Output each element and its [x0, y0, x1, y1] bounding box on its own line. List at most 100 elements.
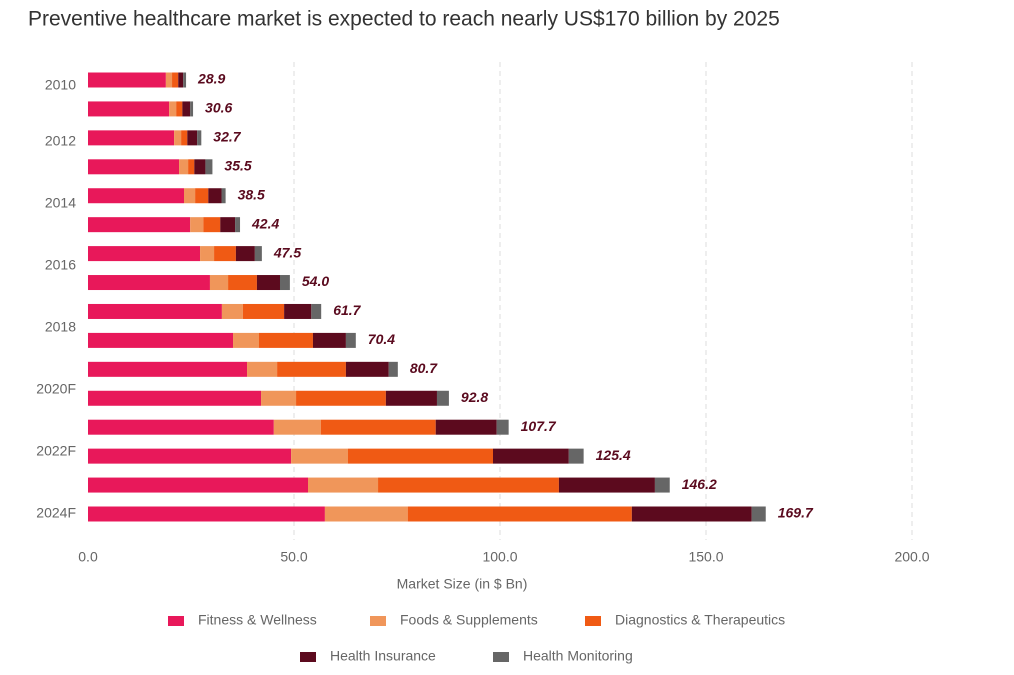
- x-tick-label: 0.0: [78, 549, 98, 565]
- bar-segment: [347, 448, 493, 464]
- legend-swatch: [300, 652, 316, 662]
- bar-segment: [256, 275, 280, 291]
- x-tick-label: 50.0: [280, 549, 307, 565]
- bar-segment: [195, 188, 209, 204]
- legend-swatch: [370, 616, 386, 626]
- total-label: 125.4: [596, 447, 631, 463]
- bar-segment: [436, 390, 449, 406]
- total-label: 61.7: [333, 302, 361, 318]
- bar-segment: [88, 303, 222, 319]
- bar-segment: [88, 477, 309, 493]
- x-axis-label: Market Size (in $ Bn): [397, 576, 528, 592]
- bar-segment: [174, 130, 182, 146]
- bar-segment: [183, 72, 187, 88]
- total-label: 80.7: [410, 360, 438, 376]
- bar-segment: [568, 448, 584, 464]
- total-label: 70.4: [368, 331, 395, 347]
- bar-segment: [88, 130, 175, 146]
- bar-segment: [165, 72, 173, 88]
- bar-segment: [183, 188, 196, 204]
- total-label: 28.9: [197, 71, 225, 87]
- bar-segment: [345, 332, 356, 348]
- bar-segment: [88, 275, 210, 291]
- x-tick-label: 200.0: [894, 549, 929, 565]
- bar-segment: [197, 130, 202, 146]
- bar-segment: [88, 390, 262, 406]
- bar-segment: [233, 332, 259, 348]
- bar-segment: [631, 506, 752, 522]
- bar-segment: [169, 101, 177, 117]
- bar-segment: [385, 390, 437, 406]
- bar-segment: [492, 448, 569, 464]
- total-label: 92.8: [461, 389, 488, 405]
- legend-label: Diagnostics & Therapeutics: [615, 612, 785, 628]
- bar-segment: [235, 217, 241, 233]
- x-tick-label: 150.0: [688, 549, 723, 565]
- legend-label: Foods & Supplements: [400, 612, 538, 628]
- bar-segment: [88, 72, 166, 88]
- y-tick-label: 2020F: [36, 381, 76, 397]
- total-label: 169.7: [778, 505, 814, 521]
- total-label: 30.6: [205, 100, 232, 116]
- y-tick-label: 2012: [45, 133, 76, 149]
- bar-segment: [311, 303, 322, 319]
- bar-segment: [320, 419, 436, 435]
- bar-segment: [279, 275, 290, 291]
- bar-segment: [88, 332, 234, 348]
- total-label: 35.5: [224, 158, 251, 174]
- bar-segment: [273, 419, 321, 435]
- y-tick-label: 2024F: [36, 505, 76, 521]
- total-label: 107.7: [521, 418, 557, 434]
- bar-segment: [190, 101, 194, 117]
- bar-segment: [181, 130, 188, 146]
- bar-segment: [221, 303, 243, 319]
- bar-segment: [324, 506, 408, 522]
- bar-segment: [179, 159, 189, 175]
- bar-segment: [277, 361, 346, 377]
- x-tick-label: 100.0: [482, 549, 517, 565]
- legend-label: Fitness & Wellness: [198, 612, 317, 628]
- bar-segment: [200, 246, 215, 262]
- bar-segment: [187, 130, 198, 146]
- legend-swatch: [493, 652, 509, 662]
- bar-segment: [284, 303, 312, 319]
- bar-segment: [214, 246, 236, 262]
- bar-segment: [496, 419, 509, 435]
- bar-segment: [88, 506, 325, 522]
- bar-segment: [312, 332, 346, 348]
- bar-segment: [296, 390, 386, 406]
- bar-segment: [235, 246, 255, 262]
- bar-segment: [247, 361, 278, 377]
- bar-segment: [188, 159, 195, 175]
- bar-segment: [345, 361, 389, 377]
- bar-segment: [205, 159, 213, 175]
- bar-segment: [258, 332, 313, 348]
- bar-segment: [654, 477, 670, 493]
- bar-segment: [88, 361, 248, 377]
- bar-segment: [88, 448, 292, 464]
- legend-label: Health Insurance: [330, 648, 436, 664]
- legend-label: Health Monitoring: [523, 648, 633, 664]
- total-label: 47.5: [273, 244, 301, 260]
- bar-segment: [88, 188, 184, 204]
- bar-segment: [220, 217, 236, 233]
- bar-segment: [558, 477, 655, 493]
- bar-segment: [242, 303, 285, 319]
- bar-segment: [88, 217, 191, 233]
- total-label: 42.4: [251, 215, 279, 231]
- bar-segment: [435, 419, 497, 435]
- bar-segment: [261, 390, 297, 406]
- total-label: 32.7: [213, 129, 241, 145]
- y-tick-label: 2010: [45, 77, 76, 93]
- bar-segment: [172, 72, 179, 88]
- bar-segment: [182, 101, 191, 117]
- y-tick-label: 2018: [45, 319, 76, 335]
- bar-segment: [291, 448, 348, 464]
- bar-segment: [88, 419, 274, 435]
- bar-segment: [221, 188, 226, 204]
- bar-segment: [254, 246, 262, 262]
- bar-segment: [190, 217, 204, 233]
- bar-segment: [407, 506, 632, 522]
- bar-segment: [751, 506, 766, 522]
